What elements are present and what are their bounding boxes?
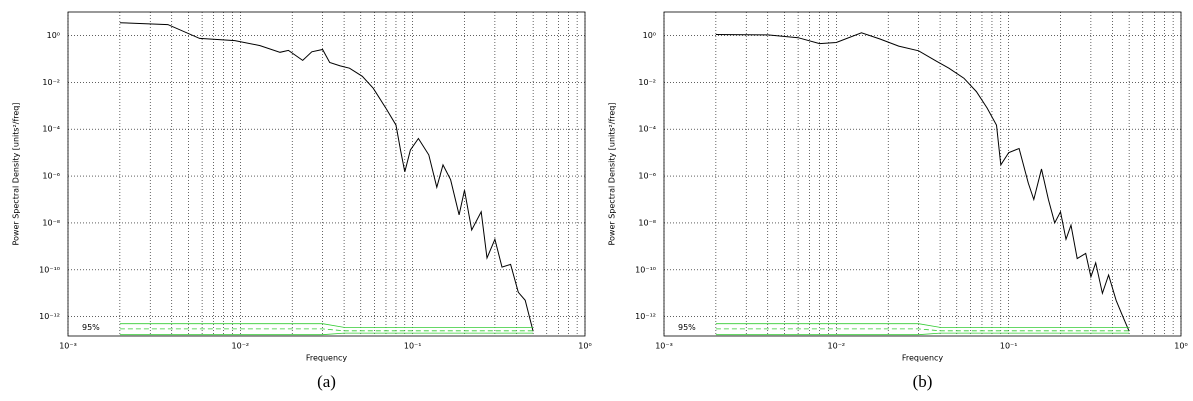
x-tick-label: 10⁻¹ (404, 342, 422, 351)
x-axis-label: Frequency (306, 354, 348, 363)
x-tick-label: 10⁰ (578, 342, 591, 351)
x-tick-label: 10⁻² (828, 342, 846, 351)
series-line (715, 32, 1130, 332)
plot-frame (67, 11, 586, 337)
y-tick-label: 10⁻¹² (635, 312, 656, 321)
x-tick-label: 10⁰ (1174, 342, 1187, 351)
series-line (715, 323, 1130, 328)
series-line (119, 323, 534, 328)
x-tick-label: 10⁻³ (655, 342, 673, 351)
y-axis-label: Power Spectral Density [units²/freq] (12, 103, 21, 246)
y-tick-label: 10⁰ (47, 31, 60, 40)
series-line (119, 328, 534, 332)
series-line (715, 328, 1130, 332)
y-tick-label: 10⁻⁶ (42, 172, 60, 181)
y-tick-label: 10⁻⁸ (638, 218, 656, 227)
y-tick-label: 10⁻¹⁰ (39, 265, 60, 274)
x-axis-label: Frequency (902, 354, 944, 363)
y-tick-label: 10⁻¹² (39, 312, 60, 321)
y-tick-label: 10⁰ (643, 31, 656, 40)
x-tick-label: 10⁻¹ (1000, 342, 1018, 351)
annotation: 95% (678, 323, 696, 332)
y-tick-label: 10⁻⁸ (42, 218, 60, 227)
series-line (119, 22, 534, 332)
plot-frame (663, 11, 1182, 337)
caption: (b) (913, 372, 933, 391)
caption: (a) (317, 372, 336, 391)
y-tick-label: 10⁻¹⁰ (635, 265, 656, 274)
series-line (715, 332, 1130, 336)
x-tick-label: 10⁻² (232, 342, 250, 351)
y-tick-label: 10⁻⁴ (42, 125, 60, 134)
y-tick-label: 10⁻² (42, 78, 60, 87)
y-axis-label: Power Spectral Density [units²/freq] (608, 103, 617, 246)
y-tick-label: 10⁻² (638, 78, 656, 87)
series-line (119, 332, 534, 336)
annotation: 95% (82, 323, 100, 332)
y-tick-label: 10⁻⁶ (638, 172, 656, 181)
y-tick-label: 10⁻⁴ (638, 125, 656, 134)
x-tick-label: 10⁻³ (59, 342, 77, 351)
